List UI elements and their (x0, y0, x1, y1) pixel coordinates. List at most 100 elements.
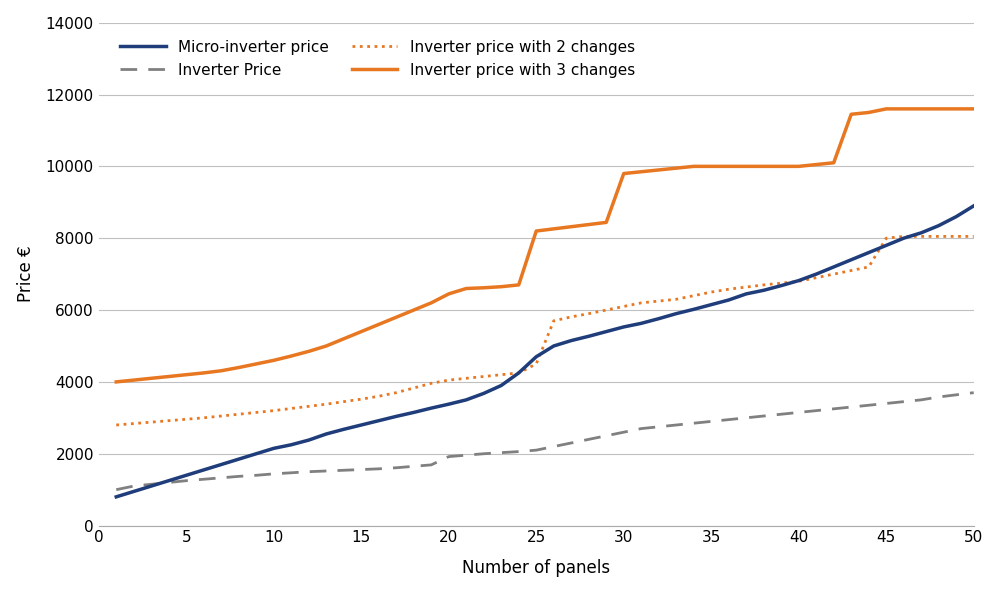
Inverter price with 2 changes (163, 417, 175, 424)
Inverter Price (793, 409, 805, 416)
Inverter price with 3 changes (268, 357, 280, 364)
Micro-inverter price (443, 400, 455, 407)
Inverter price with 2 changes (443, 377, 455, 384)
Micro-inverter price (670, 310, 682, 317)
Inverter Price (250, 472, 262, 479)
Inverter Price (530, 447, 542, 454)
Micro-inverter price (810, 270, 822, 277)
Inverter price with 3 changes (565, 223, 577, 230)
Micro-inverter price (828, 263, 840, 270)
Micro-inverter price (478, 390, 490, 397)
Inverter Price (863, 402, 875, 409)
Inverter price with 3 changes (285, 352, 297, 359)
Inverter price with 3 changes (635, 168, 647, 175)
Inverter price with 2 changes (635, 299, 647, 307)
Inverter Price (758, 412, 770, 419)
Inverter price with 3 changes (478, 284, 490, 291)
Inverter price with 3 changes (408, 307, 420, 314)
Inverter price with 3 changes (443, 290, 455, 298)
Inverter Price (373, 465, 385, 472)
Inverter Price (583, 436, 595, 443)
Micro-inverter price (180, 472, 192, 479)
Inverter price with 3 changes (740, 163, 752, 170)
Inverter price with 3 changes (320, 342, 332, 349)
Inverter Price (215, 474, 227, 481)
Inverter price with 2 changes (303, 403, 315, 410)
Inverter price with 2 changes (268, 407, 280, 414)
Inverter price with 2 changes (775, 280, 787, 287)
Inverter price with 2 changes (548, 317, 560, 324)
Inverter price with 2 changes (338, 398, 350, 405)
Inverter price with 2 changes (408, 384, 420, 391)
Inverter price with 3 changes (705, 163, 717, 170)
Inverter price with 2 changes (618, 303, 630, 310)
Inverter price with 2 changes (968, 233, 980, 240)
Inverter price with 3 changes (110, 378, 122, 386)
Inverter price with 2 changes (828, 270, 840, 277)
Micro-inverter price (793, 277, 805, 284)
Inverter price with 2 changes (740, 283, 752, 290)
Inverter price with 2 changes (688, 292, 700, 299)
Inverter price with 2 changes (933, 233, 945, 240)
Inverter price with 3 changes (355, 328, 367, 335)
Micro-inverter price (495, 382, 507, 389)
Inverter price with 2 changes (355, 396, 367, 403)
Inverter price with 3 changes (758, 163, 770, 170)
Micro-inverter price (933, 222, 945, 229)
Line: Micro-inverter price: Micro-inverter price (116, 206, 974, 497)
Inverter Price (495, 449, 507, 456)
Micro-inverter price (268, 445, 280, 452)
Inverter Price (600, 432, 612, 440)
Inverter price with 2 changes (530, 361, 542, 368)
Inverter price with 2 changes (285, 405, 297, 412)
Inverter price with 2 changes (145, 419, 157, 426)
Inverter price with 3 changes (670, 165, 682, 172)
Inverter price with 2 changes (565, 313, 577, 320)
Inverter price with 2 changes (180, 416, 192, 423)
Micro-inverter price (285, 441, 297, 448)
Inverter Price (705, 418, 717, 425)
Inverter price with 2 changes (460, 375, 472, 382)
Inverter Price (268, 470, 280, 478)
Line: Inverter Price: Inverter Price (116, 393, 974, 489)
Inverter price with 3 changes (775, 163, 787, 170)
Inverter Price (653, 424, 665, 431)
Inverter price with 3 changes (180, 371, 192, 378)
Micro-inverter price (548, 342, 560, 349)
Inverter price with 2 changes (950, 233, 962, 240)
Inverter price with 3 changes (390, 314, 402, 321)
Inverter price with 2 changes (373, 393, 385, 400)
Inverter price with 3 changes (233, 364, 245, 371)
Micro-inverter price (390, 413, 402, 420)
Micro-inverter price (705, 301, 717, 308)
Inverter price with 2 changes (110, 421, 122, 428)
Micro-inverter price (915, 229, 927, 236)
Inverter price with 2 changes (250, 409, 262, 416)
Inverter price with 3 changes (530, 228, 542, 235)
Inverter Price (950, 391, 962, 399)
Inverter Price (670, 421, 682, 428)
Inverter Price (145, 481, 157, 488)
Micro-inverter price (303, 437, 315, 444)
Micro-inverter price (250, 450, 262, 457)
Inverter price with 2 changes (478, 373, 490, 380)
Micro-inverter price (320, 431, 332, 438)
Inverter price with 2 changes (793, 278, 805, 285)
Inverter price with 2 changes (495, 371, 507, 378)
Micro-inverter price (600, 328, 612, 335)
Inverter Price (390, 464, 402, 471)
Inverter Price (548, 443, 560, 450)
Inverter price with 2 changes (128, 420, 140, 427)
Inverter Price (198, 476, 210, 483)
Inverter Price (320, 467, 332, 475)
Inverter price with 3 changes (215, 367, 227, 374)
Inverter Price (565, 440, 577, 447)
Legend: Micro-inverter price, Inverter Price, Inverter price with 2 changes, Inverter pr: Micro-inverter price, Inverter Price, In… (115, 35, 639, 83)
Inverter Price (723, 416, 735, 423)
Inverter price with 3 changes (425, 299, 437, 307)
Inverter price with 3 changes (950, 105, 962, 112)
Inverter price with 3 changes (968, 105, 980, 112)
Micro-inverter price (740, 290, 752, 298)
Micro-inverter price (565, 337, 577, 344)
Micro-inverter price (618, 323, 630, 330)
